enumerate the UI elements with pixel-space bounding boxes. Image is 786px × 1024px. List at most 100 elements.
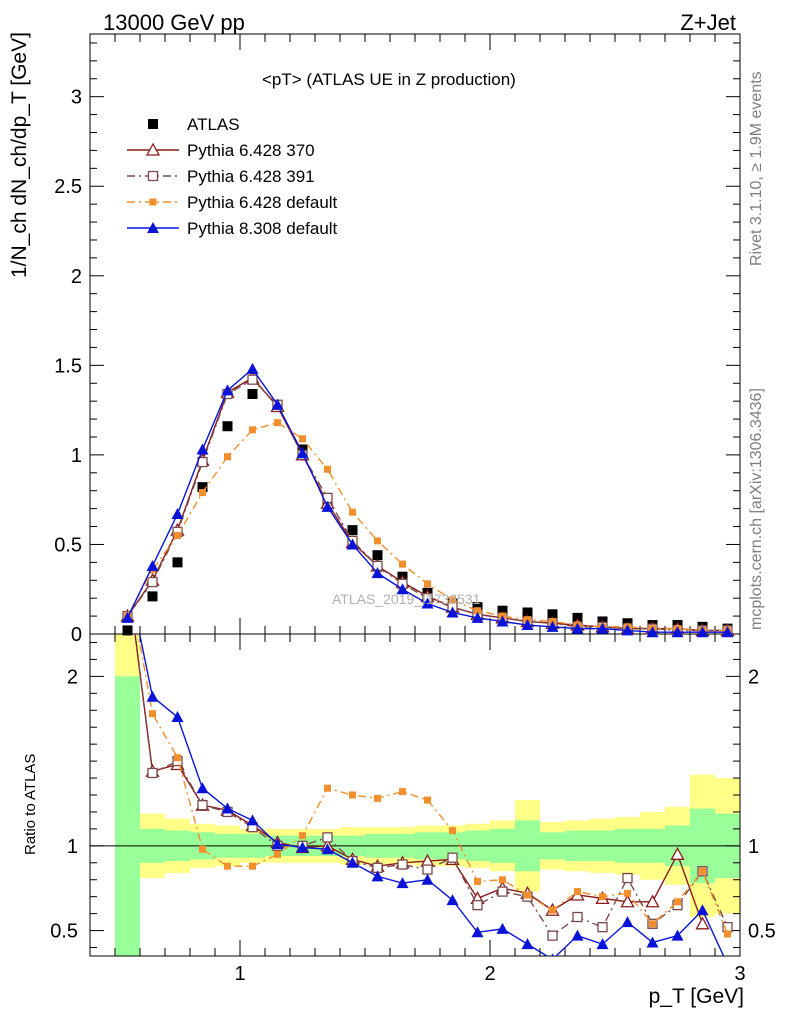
ratio-point (596, 938, 609, 950)
ratio-point (620, 894, 635, 908)
ratio-point (722, 958, 734, 969)
legend-marker (147, 222, 159, 233)
ratio-point (371, 870, 384, 882)
data-point (446, 606, 459, 618)
ratio-point (649, 920, 656, 928)
legend-label: Pythia 8.308 default (187, 219, 338, 238)
ratio-point (321, 843, 334, 855)
series-4 (121, 362, 734, 638)
data-point (399, 560, 406, 568)
ratio-point (671, 929, 684, 941)
ratio-point (124, 571, 131, 578)
main-plot-series (120, 362, 735, 638)
data-point (249, 426, 256, 434)
ratio-point (147, 767, 158, 779)
data-point (522, 607, 533, 618)
ratio-uncertainty-bands (115, 634, 740, 956)
data-point (196, 443, 209, 455)
ratio-y-tick-label-right: 0.5 (748, 921, 776, 943)
ratio-point (571, 929, 584, 941)
ratio-point (549, 906, 556, 914)
data-point (496, 615, 509, 627)
y-tick-label: 0.5 (54, 534, 82, 556)
data-point (347, 525, 358, 536)
ratio-point (196, 782, 209, 794)
ratio-point (249, 862, 256, 870)
ratio-point (299, 832, 306, 840)
ratio-point (446, 894, 459, 906)
legend-marker (148, 119, 158, 129)
ratio-point (674, 898, 681, 906)
data-point (222, 421, 233, 432)
legend-label: ATLAS (187, 115, 240, 134)
ratio-point (146, 690, 159, 702)
data-point (421, 597, 434, 609)
y-tick-label: 2.5 (54, 176, 82, 198)
data-point (646, 626, 659, 638)
ratio-y-tick-label-right: 2 (748, 666, 759, 688)
ratio-series-0 (134, 634, 710, 930)
ratio-y-tick-label: 0.5 (50, 921, 78, 943)
ratio-point (349, 791, 356, 799)
data-point (721, 626, 734, 638)
ratio-point (499, 876, 506, 884)
data-point (547, 609, 558, 620)
ratio-point (421, 873, 434, 885)
ratio-point (296, 841, 309, 853)
data-point (146, 559, 159, 571)
ratio-point (547, 930, 558, 941)
ratio-point (699, 867, 706, 875)
data-point (271, 398, 284, 410)
ratio-point (224, 862, 231, 870)
mcplots-label: mcplots.cern.ch [arXiv:1306.3436] (748, 388, 765, 630)
ratio-y-tick-label: 2 (67, 666, 78, 688)
data-point (449, 596, 456, 604)
ratio-y-tick-label-right: 1 (748, 836, 759, 858)
ratio-point (274, 850, 281, 858)
rivet-label: Rivet 3.1.10, ≥ 1.9M events (748, 71, 765, 266)
ratio-point (324, 784, 331, 792)
ratio-point (572, 911, 583, 923)
data-point (247, 374, 258, 385)
legend-label: Pythia 6.428 default (187, 193, 338, 212)
legend-marker (149, 198, 157, 206)
legend: ATLAS Pythia 6.428 370 Pythia 6.428 391 Pyt… (127, 115, 338, 238)
data-point (147, 591, 158, 602)
data-point (174, 531, 181, 539)
y-axis-label: 1/N_ch dN_ch/dp_T [GeV] (8, 32, 31, 278)
ratio-point (122, 569, 134, 580)
data-point (571, 622, 584, 634)
data-point (147, 576, 158, 588)
ratio-point (621, 916, 634, 928)
data-point (247, 389, 258, 399)
data-point (621, 624, 634, 636)
data-point (224, 453, 231, 461)
data-point (546, 620, 559, 632)
ratio-point (696, 904, 709, 916)
band-inner (115, 676, 140, 956)
ratio-y-tick-label: 1 (67, 836, 78, 858)
ratio-point (471, 926, 484, 938)
ratio-frame (89, 633, 741, 957)
ratio-point (197, 800, 208, 811)
data-point (172, 557, 183, 568)
ratio-point (524, 891, 531, 899)
ratio-point (551, 953, 554, 956)
data-point (221, 384, 234, 396)
x-axis-label: p_T [GeV] (648, 985, 744, 1008)
ratio-point (346, 856, 359, 868)
ratio-point (422, 864, 433, 875)
data-point (346, 538, 359, 550)
ratio-series-3 (122, 569, 734, 969)
legend-marker (147, 170, 159, 182)
ratio-point (199, 845, 206, 853)
data-point (471, 611, 484, 623)
ratio-point (496, 922, 509, 934)
ratio-point (724, 930, 731, 938)
data-point (274, 419, 281, 427)
ratio-point (322, 832, 333, 843)
x-tick-label: 3 (734, 963, 745, 985)
main-plot-title: <pT> (ATLAS UE in Z production) (262, 70, 516, 89)
ratio-point (472, 900, 483, 911)
